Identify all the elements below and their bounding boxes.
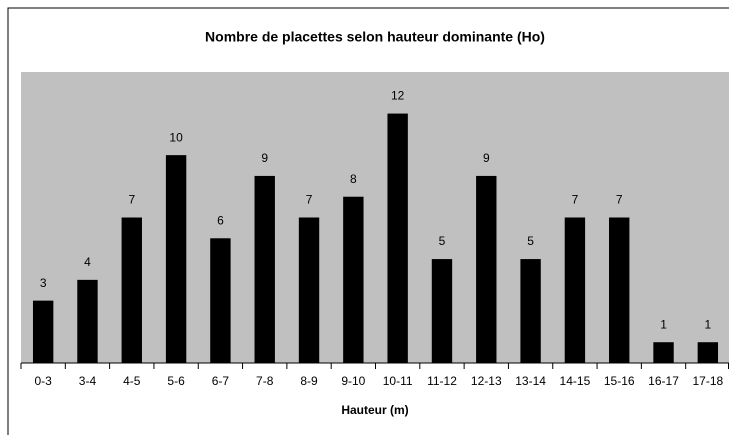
bar bbox=[653, 342, 674, 363]
bar bbox=[121, 217, 142, 363]
x-tick-label: 4-5 bbox=[123, 374, 141, 388]
data-label: 8 bbox=[350, 172, 357, 186]
x-tick-label: 16-17 bbox=[648, 374, 679, 388]
data-label: 7 bbox=[616, 193, 623, 207]
bar bbox=[343, 196, 364, 363]
x-tick-label: 7-8 bbox=[256, 374, 274, 388]
bar bbox=[298, 217, 320, 363]
data-label: 3 bbox=[40, 276, 47, 290]
data-label: 7 bbox=[572, 193, 579, 207]
data-label: 5 bbox=[527, 234, 534, 248]
x-tick-label: 14-15 bbox=[560, 374, 591, 388]
x-tick-label: 17-18 bbox=[692, 374, 723, 388]
x-tick-label: 6-7 bbox=[212, 374, 230, 388]
data-label: 9 bbox=[483, 151, 490, 165]
x-tick-label: 11-12 bbox=[427, 374, 457, 388]
data-label: 6 bbox=[217, 213, 224, 227]
data-label: 9 bbox=[261, 151, 268, 165]
data-label: 12 bbox=[391, 89, 405, 103]
x-tick-label: 15-16 bbox=[604, 374, 635, 388]
data-label: 7 bbox=[306, 193, 313, 207]
bar bbox=[387, 113, 408, 363]
x-tick-label: 13-14 bbox=[515, 374, 546, 388]
data-label: 5 bbox=[439, 234, 446, 248]
x-tick-label: 9-10 bbox=[341, 374, 365, 388]
bar bbox=[609, 217, 630, 363]
bar bbox=[520, 259, 541, 363]
x-tick-label: 3-4 bbox=[79, 374, 97, 388]
bar bbox=[77, 279, 98, 363]
data-label: 1 bbox=[660, 317, 667, 331]
bar bbox=[476, 175, 497, 363]
x-axis-title: Hauteur (m) bbox=[341, 403, 408, 417]
data-label: 10 bbox=[169, 130, 183, 144]
chart-title: Nombre de placettes selon hauteur domina… bbox=[205, 29, 545, 45]
bar bbox=[431, 259, 453, 363]
bar bbox=[697, 342, 719, 363]
bar bbox=[32, 300, 54, 363]
x-tick-label: 8-9 bbox=[300, 374, 318, 388]
x-tick-label: 0-3 bbox=[34, 374, 52, 388]
x-tick-label: 5-6 bbox=[167, 374, 185, 388]
x-tick-label: 10-11 bbox=[383, 374, 413, 388]
x-tick-label: 12-13 bbox=[471, 374, 502, 388]
bar bbox=[210, 238, 231, 363]
data-label: 1 bbox=[705, 317, 712, 331]
data-label: 7 bbox=[128, 193, 135, 207]
data-label: 4 bbox=[84, 255, 91, 269]
bar bbox=[254, 175, 275, 363]
bar bbox=[564, 217, 586, 363]
bar bbox=[165, 155, 187, 363]
